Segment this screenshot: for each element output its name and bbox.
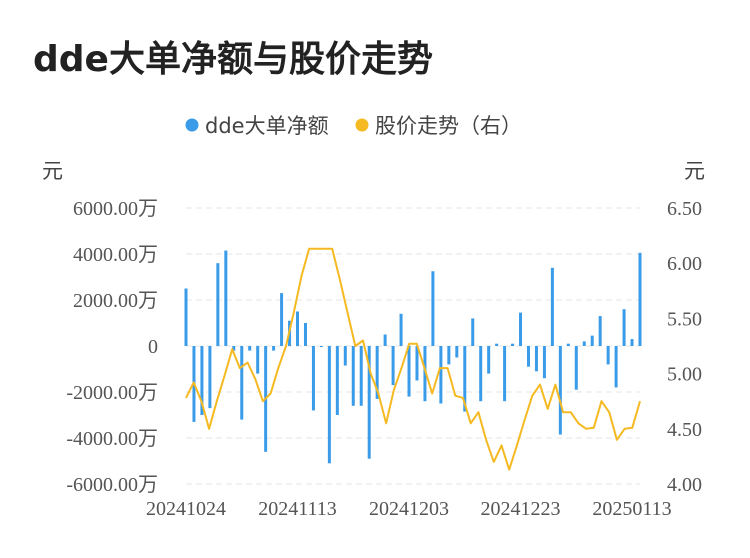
right-tick-label: 5.00 — [667, 364, 702, 386]
dde-bar — [335, 346, 339, 415]
price-line-path — [185, 247, 641, 471]
dde-bar — [550, 267, 554, 346]
left-tick-label: 4000.00万 — [73, 244, 158, 266]
dde-bar — [407, 346, 411, 397]
dde-bar — [216, 263, 220, 346]
dde-bar — [256, 346, 260, 374]
legend-marker-price — [355, 118, 369, 132]
dde-bar — [558, 346, 562, 435]
left-tick-label: 0 — [148, 336, 158, 358]
dde-bar — [534, 346, 538, 372]
x-tick-label: 20241024 — [146, 498, 226, 520]
dde-bar — [200, 346, 204, 415]
price-line — [185, 247, 641, 471]
dde-bar — [367, 346, 371, 459]
dde-bar — [248, 346, 252, 351]
right-tick-label: 6.00 — [667, 253, 702, 275]
legend: dde大单净额 股价走势（右） — [185, 114, 522, 138]
legend-marker-dde — [185, 118, 199, 132]
left-axis-ticks: 6000.00万 4000.00万 2000.00万 0 -2000.00万 -4000.… — [66, 198, 158, 496]
legend-label-price: 股价走势（右） — [375, 114, 522, 138]
chart-title: dde大单净额与股价走势 — [33, 39, 433, 80]
dde-bar — [327, 346, 331, 464]
dde-bar — [638, 252, 642, 346]
dde-bar — [439, 346, 443, 404]
dde-bar — [319, 346, 323, 347]
right-tick-label: 6.50 — [667, 198, 702, 220]
dde-bar — [232, 346, 236, 351]
dde-bar — [614, 346, 618, 388]
dde-bar — [511, 343, 515, 346]
dde-bar — [359, 346, 363, 406]
dde-bar — [311, 346, 315, 411]
dde-bar — [590, 335, 594, 346]
x-tick-label: 20250113 — [592, 498, 671, 520]
dde-bar — [503, 346, 507, 402]
x-axis-ticks: 20241024 20241113 20241203 20241223 20250113 — [146, 498, 672, 520]
x-tick-label: 20241223 — [481, 498, 561, 520]
right-axis-unit: 元 — [684, 159, 705, 183]
dde-bar — [375, 346, 379, 399]
left-tick-label: -6000.00万 — [66, 474, 158, 496]
dde-bar — [526, 346, 530, 367]
dde-bar — [431, 271, 435, 346]
dde-bar — [463, 346, 467, 412]
dde-bar — [240, 346, 244, 420]
dde-bar — [606, 346, 610, 365]
right-tick-label: 4.00 — [667, 474, 702, 496]
dde-bar — [423, 346, 427, 402]
dde-bar — [383, 334, 387, 346]
dde-bar — [566, 343, 570, 346]
x-tick-label: 20241113 — [258, 498, 337, 520]
left-tick-label: -4000.00万 — [66, 428, 158, 450]
dde-bar — [208, 346, 212, 409]
dde-bar — [479, 346, 483, 402]
dde-bar — [399, 313, 403, 346]
left-tick-label: 6000.00万 — [73, 198, 158, 220]
dde-bar — [184, 288, 188, 346]
dde-bar — [574, 346, 578, 390]
dde-bar — [519, 312, 523, 346]
left-tick-label: -2000.00万 — [66, 382, 158, 404]
right-tick-label: 5.50 — [667, 308, 702, 330]
dde-bar — [542, 346, 546, 379]
dde-bar — [415, 346, 419, 381]
dde-bar — [351, 346, 355, 406]
dde-bars — [184, 250, 642, 464]
dde-bar — [598, 316, 602, 346]
dde-bar — [447, 346, 451, 365]
left-tick-label: 2000.00万 — [73, 290, 158, 312]
x-tick-label: 20241203 — [369, 498, 449, 520]
dde-bar — [343, 346, 347, 366]
dde-bar — [224, 250, 228, 346]
dde-bar — [272, 346, 276, 351]
gridlines — [186, 207, 640, 485]
dde-bar — [487, 346, 491, 374]
dde-bar — [630, 339, 634, 346]
legend-label-dde: dde大单净额 — [205, 114, 329, 138]
right-axis-ticks: 6.50 6.00 5.50 5.00 4.50 4.00 — [667, 198, 702, 496]
dde-bar — [471, 318, 475, 346]
right-tick-label: 4.50 — [667, 419, 702, 441]
dde-bar — [622, 309, 626, 346]
dde-bar — [495, 343, 499, 346]
dde-bar — [296, 311, 300, 346]
dde-bar — [280, 293, 284, 346]
dde-bar — [391, 346, 395, 386]
left-axis-unit: 元 — [42, 159, 63, 183]
dde-bar — [455, 346, 459, 358]
dde-bar — [303, 323, 307, 346]
dde-bar — [582, 341, 586, 346]
